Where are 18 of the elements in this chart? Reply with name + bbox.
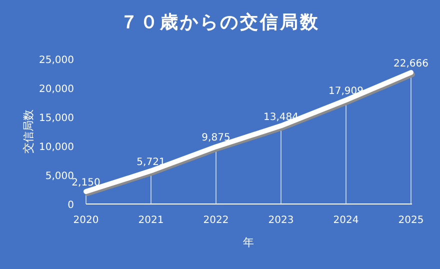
chart-title: ７０歳からの交信局数 xyxy=(120,12,320,33)
y-tick-label: 15,000 xyxy=(39,113,74,124)
data-label: 2,150 xyxy=(72,178,100,189)
x-tick-label: 2023 xyxy=(268,215,294,226)
y-tick-label: 0 xyxy=(68,200,74,211)
x-tick-label: 2025 xyxy=(398,215,424,226)
x-tick-label: 2024 xyxy=(333,215,359,226)
x-tick-label: 2020 xyxy=(73,215,99,226)
x-tick-label: 2021 xyxy=(138,215,164,226)
data-label: 9,875 xyxy=(202,132,230,144)
y-tick-label: 25,000 xyxy=(39,55,74,66)
y-axis-title: 交信局数 xyxy=(22,110,35,154)
data-label: 22,666 xyxy=(394,58,428,70)
y-tick-label: 10,000 xyxy=(39,142,74,153)
y-tick-label: 20,000 xyxy=(39,84,74,95)
x-tick-label: 2022 xyxy=(203,215,229,226)
x-axis-title: 年 xyxy=(243,236,254,249)
y-tick-label: 5,000 xyxy=(45,171,74,182)
